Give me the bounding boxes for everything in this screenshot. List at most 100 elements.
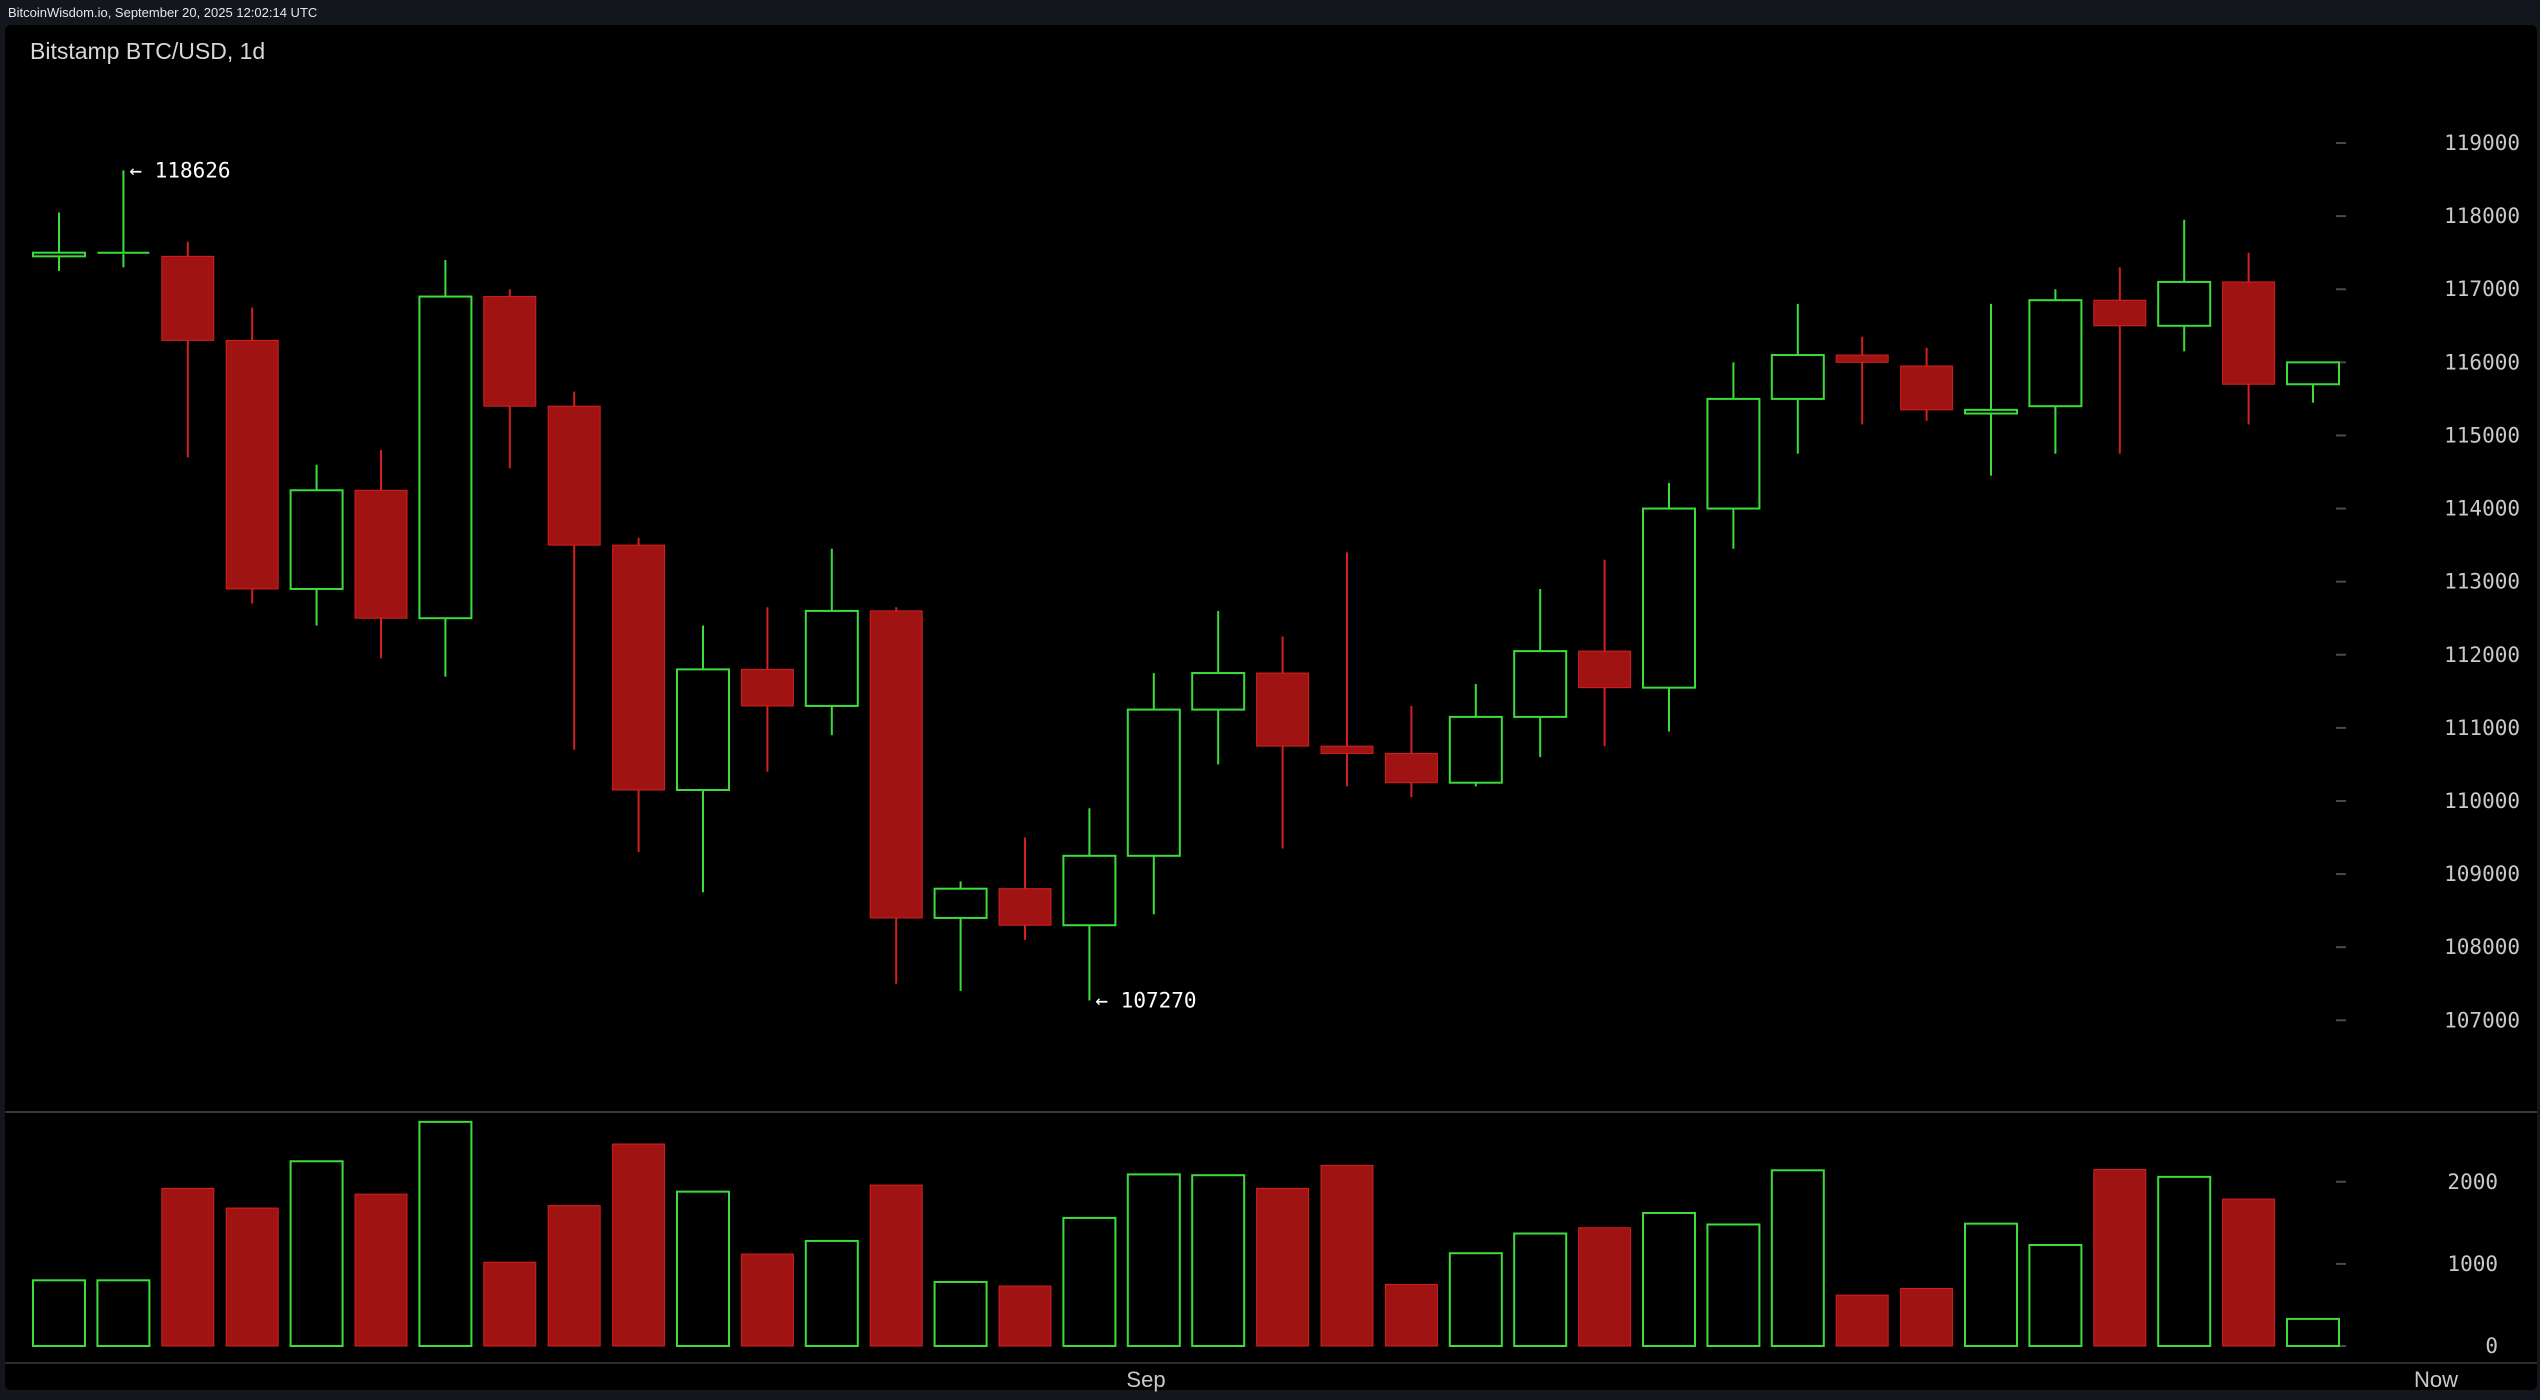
volume-bar xyxy=(418,1120,473,1348)
price-tick-label: 114000 xyxy=(2444,497,2520,521)
price-tick-label: 111000 xyxy=(2444,716,2520,740)
candle xyxy=(32,212,86,271)
volume-bar xyxy=(32,1279,86,1348)
candle-body xyxy=(32,251,86,258)
extreme-price-label: ← 118626 xyxy=(129,158,230,182)
candle xyxy=(804,548,859,736)
candle xyxy=(1964,303,2018,476)
candle xyxy=(998,837,1052,940)
extreme-annotations: ← 118626 ← 107270 xyxy=(129,158,1196,1012)
candle-body xyxy=(998,888,1052,926)
candle-body xyxy=(547,405,601,546)
volume-bar xyxy=(354,1193,408,1347)
candle-body xyxy=(1384,752,1438,784)
top-bar: BitcoinWisdom.io, September 20, 2025 12:… xyxy=(0,0,2540,24)
volume-bar xyxy=(1320,1164,1374,1347)
candle xyxy=(1706,362,1761,549)
candle-body xyxy=(869,610,923,919)
candle xyxy=(1320,552,1374,787)
volume-bar xyxy=(1706,1223,1761,1348)
candlestick-series xyxy=(32,170,2340,1001)
candle-body xyxy=(1770,354,1825,400)
time-label-sep: Sep xyxy=(1126,1367,1165,1392)
candle xyxy=(869,607,923,984)
candle-body xyxy=(483,296,537,407)
candle xyxy=(2093,267,2147,454)
candle xyxy=(2028,289,2083,454)
candle-body xyxy=(933,887,988,919)
candle xyxy=(547,391,601,750)
candle-body xyxy=(1448,715,1503,784)
candle xyxy=(483,289,537,469)
volume-bar xyxy=(1191,1174,1246,1348)
candle-body xyxy=(612,544,666,791)
candle-body xyxy=(1062,854,1117,927)
candle-body xyxy=(1964,408,2018,415)
volume-bar xyxy=(2157,1175,2212,1347)
price-tick-label: 118000 xyxy=(2444,204,2520,228)
price-tick-label: 110000 xyxy=(2444,789,2520,813)
candle-body xyxy=(289,489,344,590)
candle xyxy=(225,307,279,604)
volume-bar xyxy=(2286,1317,2340,1348)
volume-series xyxy=(32,1120,2340,1348)
volume-bar xyxy=(1835,1294,1889,1347)
volume-bar xyxy=(96,1279,151,1348)
candle xyxy=(1900,347,1954,421)
volume-bar xyxy=(740,1253,794,1347)
price-tick-label: 117000 xyxy=(2444,277,2520,301)
candle-body xyxy=(1513,650,1568,718)
price-tick-label: 109000 xyxy=(2444,862,2520,886)
volume-bar xyxy=(1256,1187,1310,1347)
candle xyxy=(1126,673,1181,915)
candle-body xyxy=(1256,672,1310,747)
candle xyxy=(933,881,988,992)
price-tick-label: 107000 xyxy=(2444,1008,2520,1032)
candle-body xyxy=(1191,672,1246,711)
volume-bar xyxy=(1770,1169,1825,1347)
candle xyxy=(676,625,730,893)
volume-bar xyxy=(676,1190,730,1347)
volume-bar xyxy=(2222,1198,2276,1347)
candle-body xyxy=(2093,299,2147,327)
candle-body xyxy=(2222,281,2276,385)
volume-bar xyxy=(804,1239,859,1348)
candle-body xyxy=(740,668,794,707)
candle xyxy=(1835,336,1889,425)
volume-bar xyxy=(1062,1216,1117,1347)
candle xyxy=(289,464,344,626)
candle-body xyxy=(2286,361,2340,386)
candle xyxy=(1578,559,1632,747)
candle xyxy=(612,537,666,853)
candle-body xyxy=(2157,280,2212,327)
candle-body xyxy=(1706,397,1761,510)
candle-body xyxy=(676,668,730,792)
price-tick-label: 113000 xyxy=(2444,570,2520,594)
volume-bar xyxy=(1964,1222,2018,1348)
candle xyxy=(161,241,215,458)
volume-bar xyxy=(612,1143,666,1347)
price-tick-label: 119000 xyxy=(2444,131,2520,155)
candle xyxy=(1256,636,1310,849)
extreme-price-label: ← 107270 xyxy=(1095,989,1196,1013)
candle xyxy=(2157,219,2212,352)
candle xyxy=(1770,303,1825,454)
volume-bar xyxy=(1448,1252,1503,1348)
chart-title: Bitstamp BTC/USD, 1d xyxy=(30,38,266,64)
price-tick-label: 112000 xyxy=(2444,643,2520,667)
candle xyxy=(1384,705,1438,798)
time-label-now: Now xyxy=(2414,1367,2458,1392)
volume-bar xyxy=(2028,1244,2083,1347)
candle-body xyxy=(225,339,279,590)
candle xyxy=(97,170,150,268)
candle xyxy=(1062,808,1117,1001)
price-tick-label: 116000 xyxy=(2444,350,2520,374)
volume-bar xyxy=(869,1184,923,1347)
volume-bar xyxy=(1126,1173,1181,1348)
candle xyxy=(354,450,408,659)
candle-body xyxy=(354,489,408,619)
volume-bar xyxy=(547,1205,601,1347)
volume-bar xyxy=(161,1187,215,1347)
candle-body xyxy=(1320,745,1374,754)
